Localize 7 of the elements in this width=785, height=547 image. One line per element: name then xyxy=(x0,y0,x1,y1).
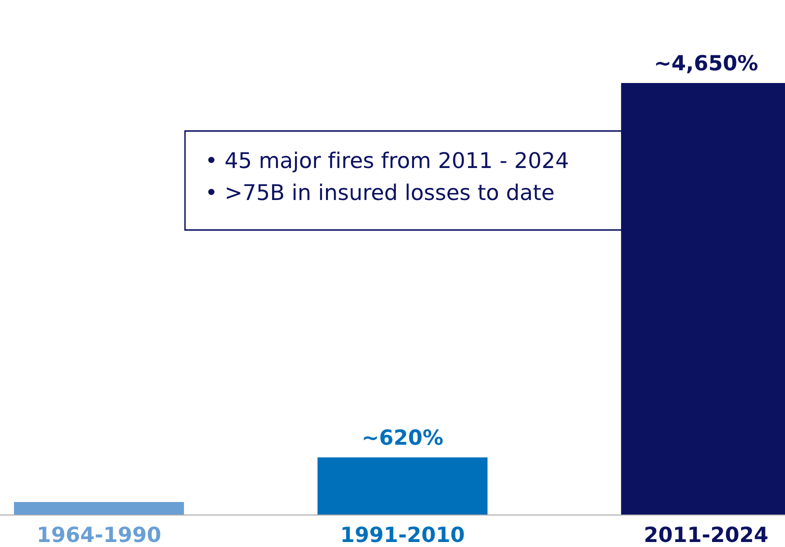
x-tick-label: 2011-2024 xyxy=(645,526,768,542)
data-label: ~4,650% xyxy=(656,54,758,74)
x-tick-label: 1964-1990 xyxy=(39,526,160,542)
data-label: ~620% xyxy=(364,429,443,446)
annotation: • >75B in insured losses to date xyxy=(208,184,554,200)
annotation: • 45 major fires from 2011 - 2024 xyxy=(208,152,568,172)
x-tick-label: 1991-2010 xyxy=(342,526,464,542)
